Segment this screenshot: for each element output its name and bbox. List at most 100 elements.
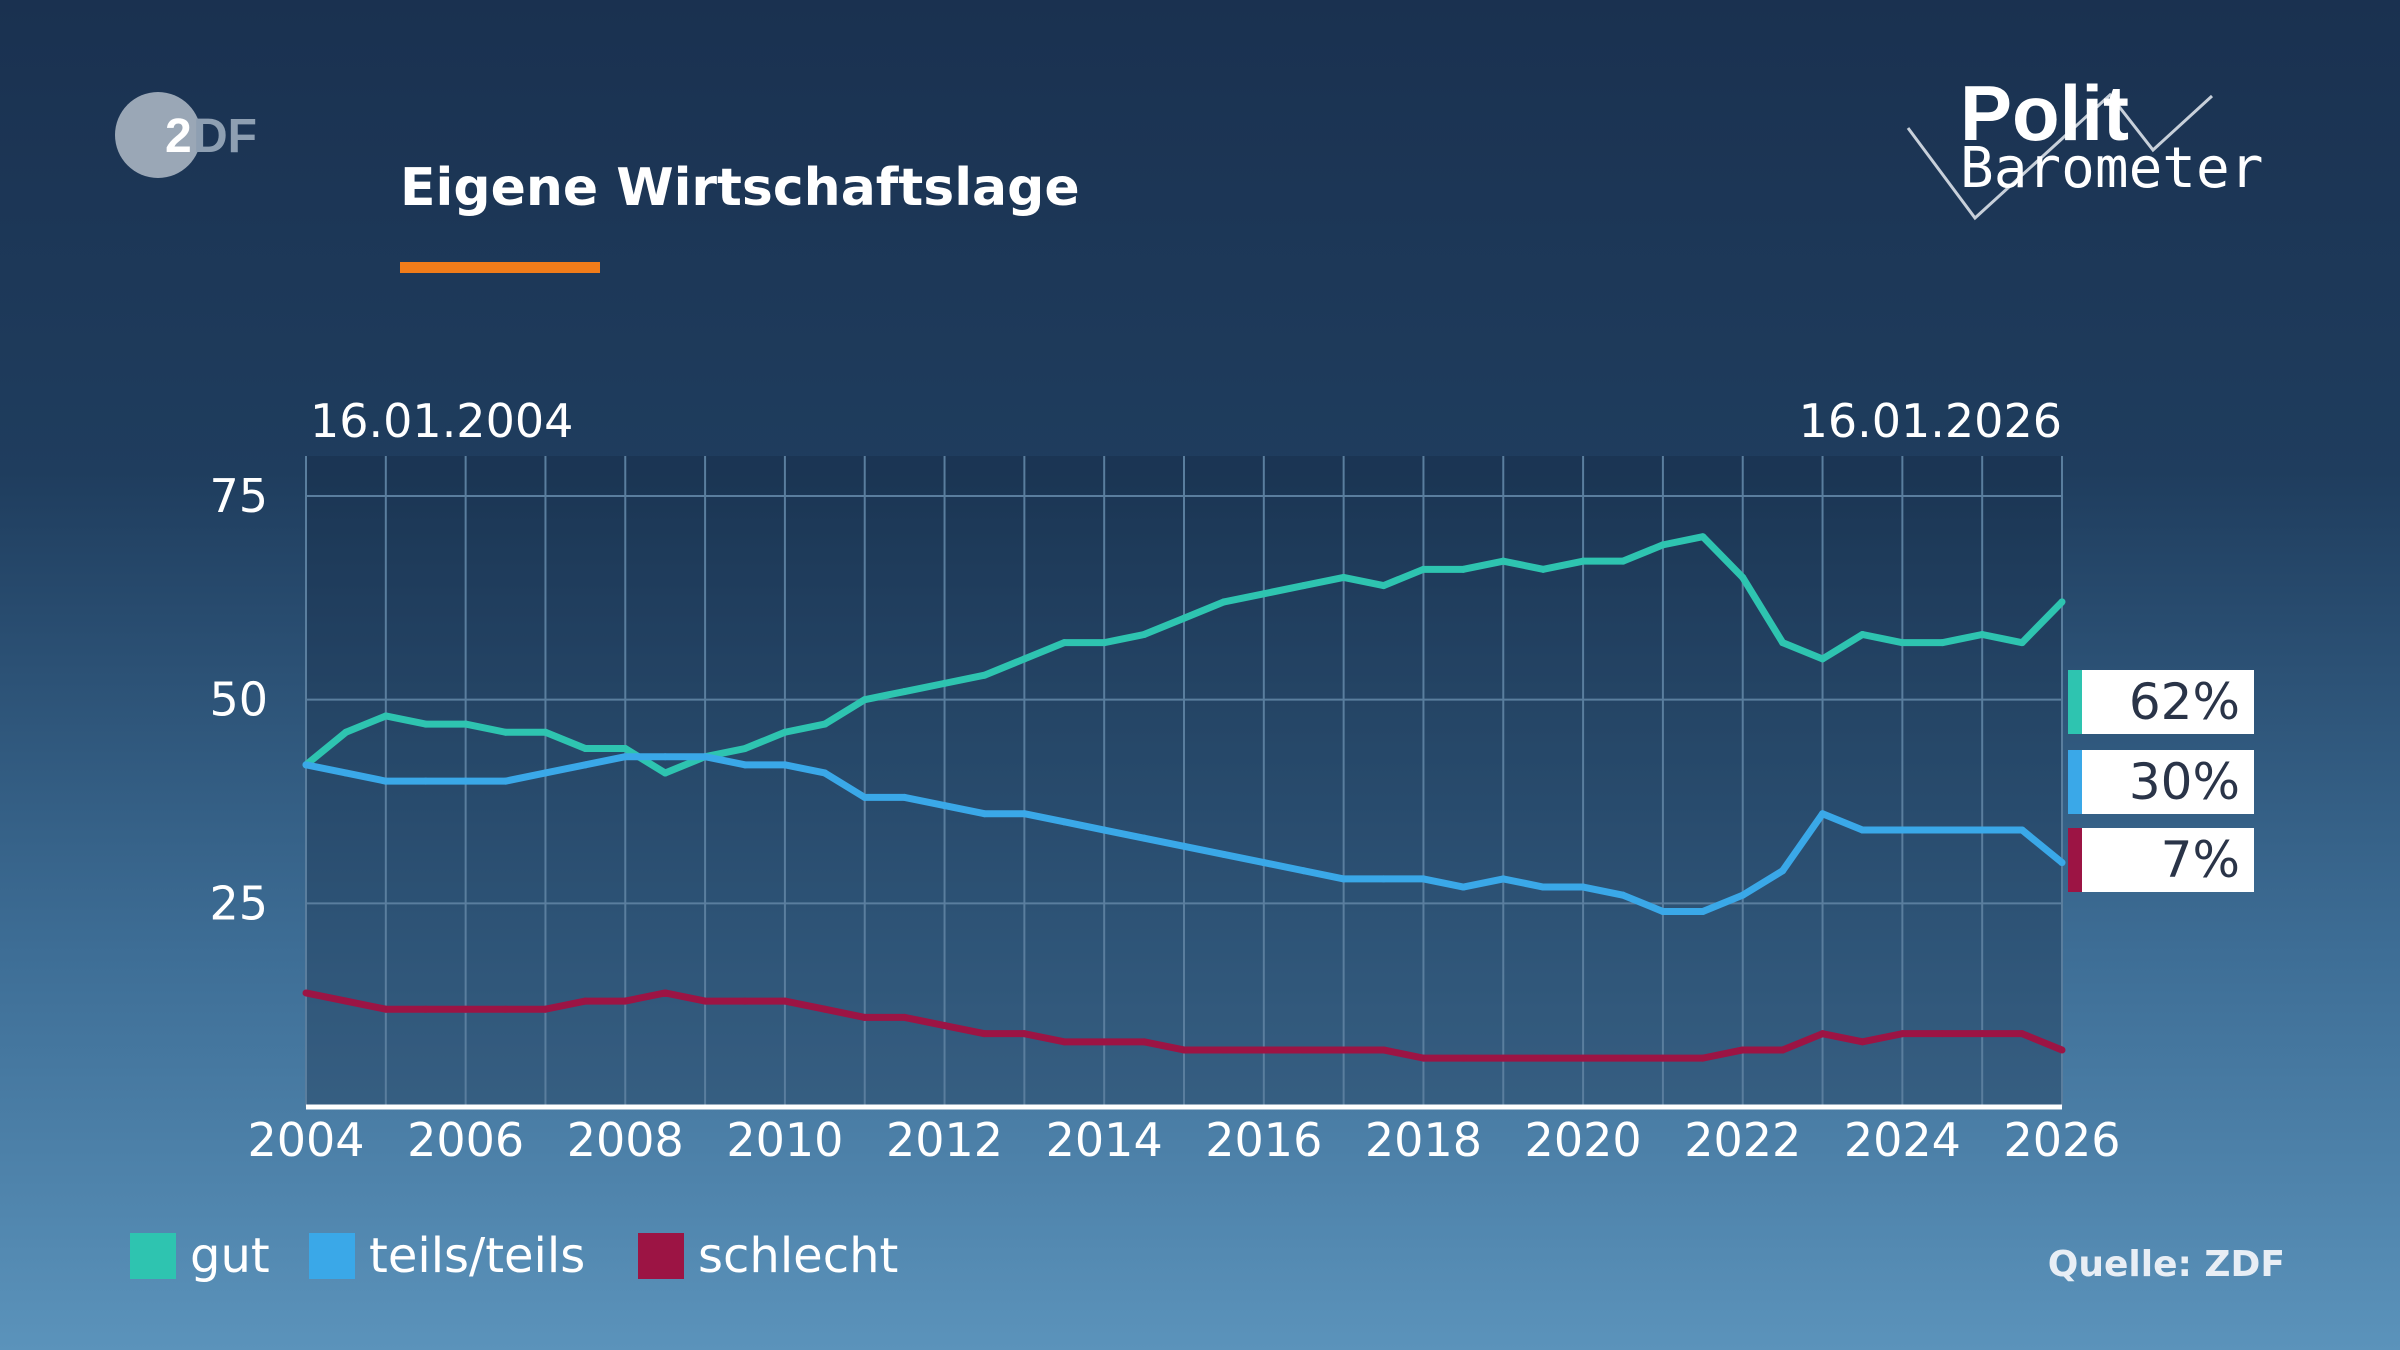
data-point [1858, 630, 1866, 638]
data-point [581, 761, 589, 769]
data-point [2018, 639, 2026, 647]
chart-title: Eigene Wirtschaftslage [400, 158, 1080, 218]
value-strip-gut [2068, 670, 2082, 734]
data-point [1459, 1054, 1467, 1062]
data-point [342, 728, 350, 736]
date-start-label: 16.01.2004 [310, 394, 574, 448]
data-point [1699, 1054, 1707, 1062]
data-point [342, 769, 350, 777]
data-point [502, 1005, 510, 1013]
data-point [1699, 907, 1707, 915]
data-point [2018, 826, 2026, 834]
legend-label-teils: teils/teils [369, 1228, 586, 1284]
data-point [1898, 1030, 1906, 1038]
title-accent-bar [400, 262, 600, 273]
value-box-teils: 30% [2068, 750, 2254, 814]
x-tick-label: 2020 [1525, 1113, 1642, 1167]
data-point [1060, 818, 1068, 826]
data-point [621, 997, 629, 1005]
x-tick-label: 2018 [1365, 1113, 1482, 1167]
data-point [1579, 557, 1587, 565]
data-point [661, 769, 669, 777]
x-tick-label: 2014 [1046, 1113, 1163, 1167]
value-label-teils: 30% [2128, 753, 2240, 811]
data-point [1819, 1030, 1827, 1038]
politbarometer-logo: Polit Barometer [1906, 69, 2263, 221]
data-point [1020, 1030, 1028, 1038]
data-point [941, 1022, 949, 1030]
data-point [861, 696, 869, 704]
data-point [661, 989, 669, 997]
data-point [541, 728, 549, 736]
data-point [1300, 1046, 1308, 1054]
data-point [1060, 639, 1068, 647]
data-point [1739, 1046, 1747, 1054]
value-box-gut: 62% [2068, 670, 2254, 734]
data-point [2058, 1046, 2066, 1054]
data-point [621, 753, 629, 761]
x-tick-label: 2016 [1205, 1113, 1322, 1167]
data-point [1220, 1046, 1228, 1054]
data-point [2058, 859, 2066, 867]
data-point [1938, 1030, 1946, 1038]
data-point [821, 720, 829, 728]
data-point [342, 997, 350, 1005]
data-point [1739, 891, 1747, 899]
data-point [1739, 573, 1747, 581]
data-point [1140, 1038, 1148, 1046]
data-point [1020, 810, 1028, 818]
svg-text:DF: DF [193, 110, 257, 163]
value-box-schlecht: 7% [2068, 828, 2254, 892]
data-point [1340, 1046, 1348, 1054]
legend-item-schlecht: schlecht [638, 1228, 898, 1284]
y-tick-label: 50 [209, 673, 268, 727]
data-point [1978, 630, 1986, 638]
data-point [382, 777, 390, 785]
x-tick-label: 2026 [2003, 1113, 2120, 1167]
data-point [701, 753, 709, 761]
legend-label-gut: gut [190, 1228, 270, 1284]
data-point [1380, 875, 1388, 883]
data-point [1020, 655, 1028, 663]
data-point [1619, 557, 1627, 565]
data-point [1340, 573, 1348, 581]
legend-item-teils: teils/teils [309, 1228, 585, 1284]
data-point [1499, 1054, 1507, 1062]
data-point [502, 777, 510, 785]
data-point [621, 745, 629, 753]
data-point [302, 989, 310, 997]
data-point [382, 712, 390, 720]
data-point [741, 761, 749, 769]
svg-text:Polit: Polit [1960, 69, 2129, 157]
y-tick-label: 25 [209, 876, 268, 930]
data-point [980, 671, 988, 679]
data-point [1100, 1038, 1108, 1046]
data-point [1779, 867, 1787, 875]
data-point [1819, 655, 1827, 663]
data-point [1898, 639, 1906, 647]
data-point [1659, 541, 1667, 549]
data-point [1220, 598, 1228, 606]
data-point [422, 777, 430, 785]
data-point [422, 720, 430, 728]
y-tick-label: 75 [209, 469, 268, 523]
data-point [741, 745, 749, 753]
data-point [1779, 1046, 1787, 1054]
data-point [1938, 639, 1946, 647]
data-point [1380, 582, 1388, 590]
data-point [1060, 1038, 1068, 1046]
x-tick-label: 2004 [247, 1113, 364, 1167]
data-point [1260, 590, 1268, 598]
data-point [1180, 614, 1188, 622]
value-label-schlecht: 7% [2160, 831, 2240, 889]
data-point [1659, 907, 1667, 915]
data-point [462, 1005, 470, 1013]
data-point [1300, 582, 1308, 590]
data-point [1978, 1030, 1986, 1038]
data-point [941, 802, 949, 810]
data-point [980, 1030, 988, 1038]
date-end-label: 16.01.2026 [1798, 394, 2062, 448]
x-tick-label: 2008 [567, 1113, 684, 1167]
data-point [1340, 875, 1348, 883]
